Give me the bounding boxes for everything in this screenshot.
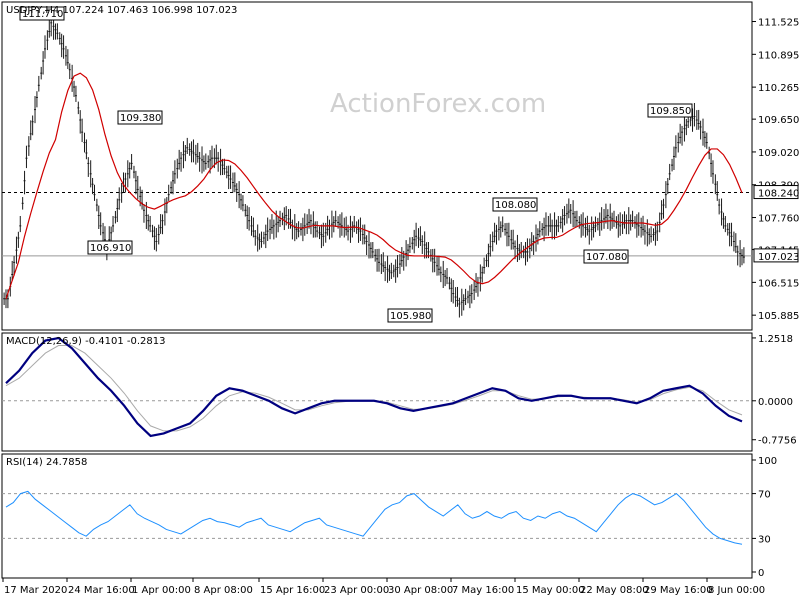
x-tick-label: 22 May 08:00 [580, 585, 649, 596]
price-tick-label: 110.895 [758, 50, 799, 61]
macd-tick-label: -0.7756 [758, 436, 797, 447]
rsi-title: RSI(14) 24.7858 [6, 457, 87, 468]
panel-frame-2 [1, 332, 753, 452]
x-tick-label: 29 May 16:00 [644, 585, 713, 596]
rsi-tick-label: 0 [758, 568, 764, 579]
panel-frame-1 [1, 1, 753, 331]
price-annotation-label: 107.080 [586, 252, 627, 263]
x-tick-label: 30 Apr 08:00 [388, 585, 453, 596]
price-annotation-label: 106.910 [90, 243, 131, 254]
x-tick-label: 7 May 16:00 [452, 585, 514, 596]
panel-frame-3 [1, 453, 753, 579]
x-tick-label: 15 May 00:00 [516, 585, 585, 596]
rsi-tick-label: 30 [758, 534, 771, 545]
resistance-label: 108.240 [758, 189, 799, 200]
price-tick-label: 107.760 [758, 214, 799, 225]
price-tick-label: 109.020 [758, 148, 799, 159]
macd-tick-label: 1.2518 [758, 334, 793, 345]
macd-line [5, 336, 743, 438]
price-annotation-box [87, 240, 133, 255]
current-price-box [753, 248, 799, 263]
x-tick-label: 1 Apr 00:00 [132, 585, 191, 596]
x-tick-label: 23 Apr 00:00 [324, 585, 389, 596]
x-tick-label: 17 Mar 2020 [4, 585, 67, 596]
macd-tick-label: 0.0000 [758, 397, 793, 408]
x-tick-label: 15 Apr 16:00 [260, 585, 325, 596]
price-tick-label: 111.525 [758, 18, 799, 29]
x-tick-label: 24 Mar 16:00 [68, 585, 135, 596]
price-annotation-box [117, 110, 163, 125]
moving-average-line [5, 72, 743, 299]
price-tick-label: 105.885 [758, 311, 799, 322]
price-tick-label: 109.650 [758, 115, 799, 126]
price-annotation-label: 111.710 [22, 9, 63, 20]
chart-header: USDJPY,H4 107.224 107.463 106.998 107.02… [6, 5, 237, 16]
rsi-tick-label: 70 [758, 490, 771, 501]
price-tick-label: 106.515 [758, 278, 799, 289]
macd-title: MACD(12,26,9) -0.4101 -0.2813 [6, 336, 166, 347]
watermark: ActionForex.com [330, 89, 546, 119]
price-annotation-label: 109.380 [120, 113, 161, 124]
price-tick-label: 110.265 [758, 83, 799, 94]
price-annotation-box [19, 6, 65, 21]
price-annotation-box [583, 249, 629, 264]
price-annotation-label: 105.980 [390, 311, 431, 322]
price-annotation-box [647, 103, 693, 118]
price-annotation-label: 108.080 [495, 200, 536, 211]
price-annotation-box [387, 308, 433, 323]
x-tick-label: 8 Jun 00:00 [708, 585, 765, 596]
resistance-label-box [753, 185, 799, 200]
rsi-line [5, 490, 743, 545]
price-bars [3, 12, 745, 318]
price-annotation-box [492, 197, 538, 212]
rsi-tick-label: 100 [758, 456, 777, 467]
current-price-label: 107.023 [758, 252, 799, 263]
price-annotation-label: 109.850 [650, 106, 691, 117]
x-tick-label: 8 Apr 08:00 [194, 585, 253, 596]
